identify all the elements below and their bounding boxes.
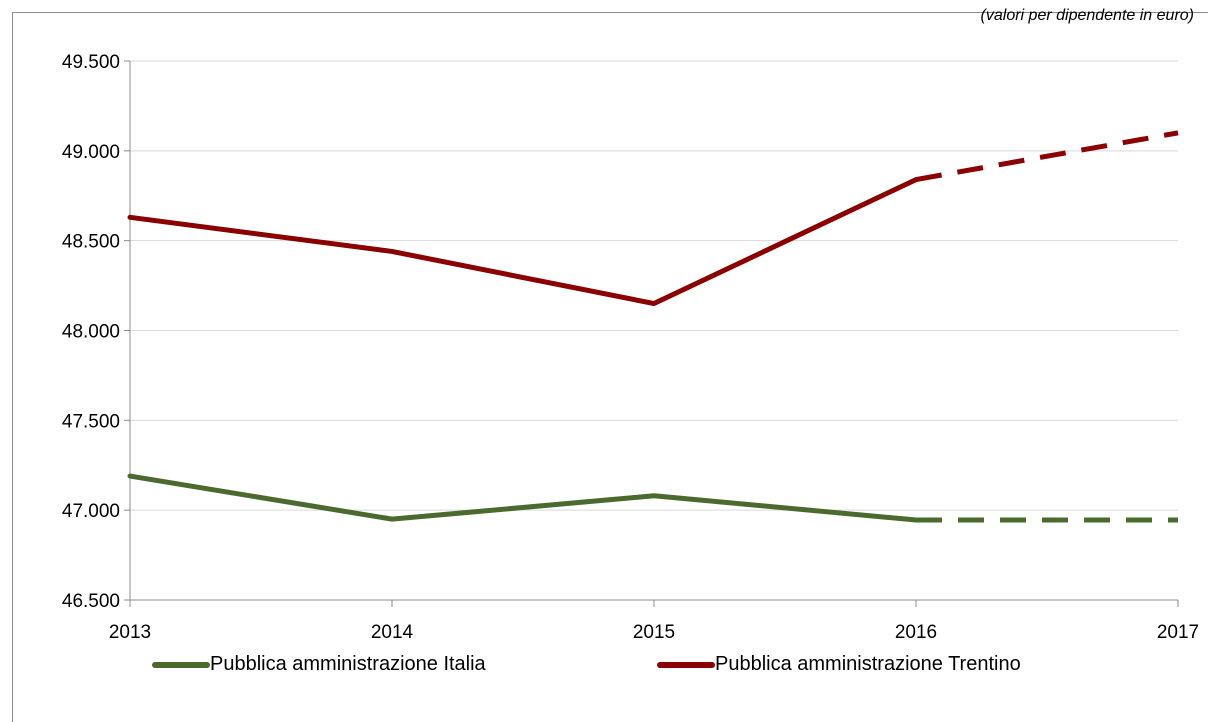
legend-item-italia: Pubblica amministrazione Italia bbox=[152, 653, 486, 676]
legend-item-trentino: Pubblica amministrazione Trentino bbox=[657, 653, 1021, 676]
y-tick-label: 47.000 bbox=[62, 501, 120, 522]
legend-swatch-trentino bbox=[657, 661, 715, 668]
x-tick-label: 2016 bbox=[895, 622, 937, 643]
chart-note: (valori per dipendente in euro) bbox=[980, 7, 1194, 24]
legend-swatch-italia bbox=[152, 661, 210, 668]
legend-label-trentino: Pubblica amministrazione Trentino bbox=[715, 653, 1021, 675]
y-tick-label: 48.000 bbox=[62, 322, 120, 343]
series-line-dashed-1 bbox=[915, 130, 1179, 183]
legend-label-italia: Pubblica amministrazione Italia bbox=[210, 653, 486, 675]
x-tick-label: 2013 bbox=[109, 622, 151, 643]
legend: Pubblica amministrazione Italia Pubblica… bbox=[0, 653, 1208, 683]
series-line-solid-1 bbox=[127, 177, 919, 307]
y-tick-label: 49.000 bbox=[62, 142, 120, 163]
y-tick-label: 47.500 bbox=[62, 411, 120, 432]
series-line-solid-0 bbox=[127, 473, 919, 523]
y-tick-label: 48.500 bbox=[62, 232, 120, 253]
x-tick-label: 2014 bbox=[371, 622, 414, 643]
y-tick-label: 49.500 bbox=[62, 52, 120, 73]
y-tick-label: 46.500 bbox=[62, 591, 120, 612]
x-tick-label: 2017 bbox=[1157, 622, 1199, 643]
chart-area: (valori per dipendente in euro) bbox=[12, 7, 1208, 722]
x-tick-label: 2015 bbox=[633, 622, 675, 643]
